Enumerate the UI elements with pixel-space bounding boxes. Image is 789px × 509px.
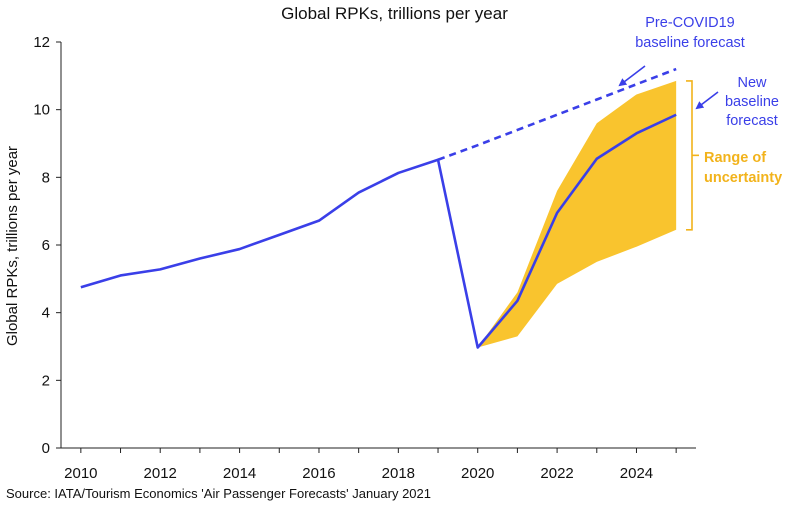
y-tick-label: 2 [42, 372, 50, 389]
source-note: Source: IATA/Tourism Economics 'Air Pass… [6, 486, 431, 501]
x-tick-label: 2010 [64, 465, 97, 482]
x-tick-label: 2024 [620, 465, 653, 482]
y-tick-label: 10 [33, 102, 50, 119]
x-tick-label: 2012 [144, 465, 177, 482]
x-tick-label: 2020 [461, 465, 494, 482]
precovid-forecast-label: baseline forecast [635, 35, 745, 51]
chart-title: Global RPKs, trillions per year [281, 4, 508, 23]
new-baseline-label: New [737, 75, 767, 91]
y-tick-label: 4 [42, 305, 50, 322]
x-tick-label: 2022 [540, 465, 573, 482]
x-tick-label: 2018 [382, 465, 415, 482]
x-tick-label: 2016 [302, 465, 335, 482]
y-tick-label: 8 [42, 169, 50, 186]
y-tick-label: 12 [33, 34, 50, 51]
precovid-forecast-label: Pre-COVID19 [645, 15, 734, 31]
new-baseline-arrow [695, 91, 719, 110]
x-tick-label: 2014 [223, 465, 256, 482]
series-line-baseline [80, 113, 677, 349]
uncertainty-band [477, 80, 677, 348]
range-of-uncertainty-label: uncertainty [704, 170, 782, 186]
precovid-arrow [618, 65, 646, 87]
series-line-precovid-forecast [437, 67, 677, 161]
y-axis-label: Global RPKs, trillions per year [4, 146, 21, 346]
range-of-uncertainty-label: Range of [704, 150, 766, 166]
y-tick-label: 6 [42, 237, 50, 254]
new-baseline-label: forecast [726, 113, 778, 129]
new-baseline-label: baseline [725, 94, 779, 110]
range-bracket [686, 80, 693, 231]
y-tick-label: 0 [42, 440, 50, 457]
